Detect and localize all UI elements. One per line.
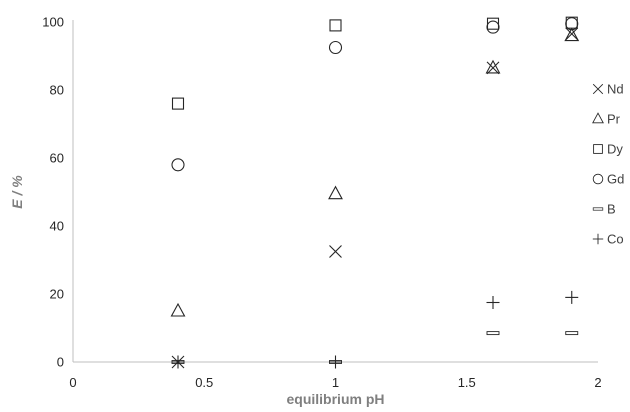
legend-item-b: B	[592, 202, 616, 217]
y-axis-title: E / %	[9, 175, 25, 209]
x-tick-label: 0.5	[195, 375, 213, 390]
data-point-pr	[564, 27, 580, 42]
y-tick-label: 20	[50, 287, 64, 302]
y-tick-label: 60	[50, 151, 64, 166]
legend-item-co: Co	[592, 232, 624, 247]
data-point-gd	[328, 40, 343, 55]
x-tick-label: 1.5	[458, 375, 476, 390]
data-point-gd	[565, 17, 579, 31]
data-point-dy	[486, 17, 500, 30]
data-point-b	[565, 331, 579, 336]
data-point-dy	[329, 19, 342, 32]
legend-marker-pr	[592, 112, 604, 124]
legend-label-dy: Dy	[607, 142, 623, 157]
y-tick-label: 100	[42, 15, 64, 30]
data-points	[170, 16, 580, 369]
data-point-co	[329, 355, 342, 369]
y-tick-label: 40	[50, 219, 64, 234]
data-point-pr	[170, 302, 186, 317]
x-tick-label: 0	[69, 375, 76, 390]
data-point-gd	[486, 20, 500, 34]
data-point-gd	[171, 158, 185, 172]
legend-marker-nd	[592, 83, 604, 95]
data-point-nd	[329, 245, 342, 258]
data-point-co	[171, 355, 185, 369]
legend-marker-b	[592, 207, 604, 211]
legend-label-b: B	[607, 202, 616, 217]
legend-marker-co	[592, 233, 604, 245]
legend-label-nd: Nd	[607, 82, 624, 97]
legend-item-nd: Nd	[592, 82, 624, 97]
legend-label-pr: Pr	[607, 112, 621, 127]
legend-marker-gd	[592, 173, 604, 185]
data-point-pr	[485, 59, 501, 74]
data-point-co	[486, 296, 500, 309]
legend-label-gd: Gd	[607, 172, 624, 187]
data-point-nd	[565, 27, 579, 41]
data-point-nd	[486, 61, 500, 75]
data-point-b	[486, 331, 500, 336]
x-tick-label: 2	[594, 375, 601, 390]
data-point-dy	[171, 97, 185, 110]
y-tick-label: 0	[57, 355, 64, 370]
x-tick-label: 1	[332, 375, 339, 390]
legend-item-dy: Dy	[593, 142, 623, 157]
legend-label-co: Co	[607, 232, 624, 247]
x-axis-title: equilibrium pH	[287, 391, 385, 407]
data-point-pr	[328, 185, 343, 200]
legend: Nd Pr Dy Gd B Co	[592, 82, 624, 247]
data-point-co	[565, 290, 579, 304]
legend-item-gd: Gd	[592, 172, 624, 187]
legend-marker-dy	[593, 144, 603, 154]
y-tick-label: 80	[50, 83, 64, 98]
legend-item-pr: Pr	[592, 112, 621, 127]
